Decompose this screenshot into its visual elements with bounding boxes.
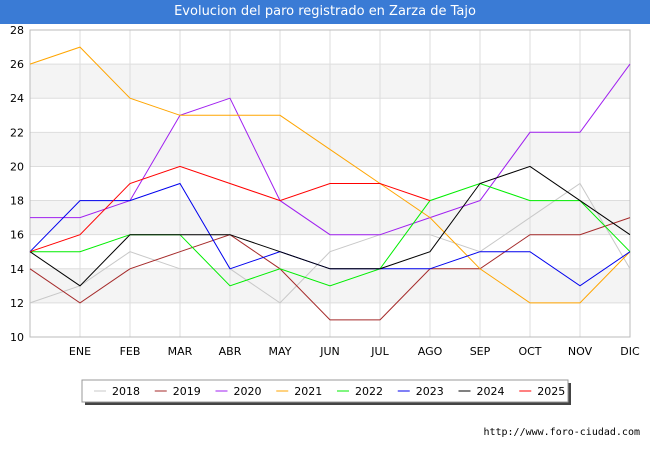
series-line-2018 bbox=[29, 182, 631, 304]
y-tick-label: 20 bbox=[10, 160, 24, 173]
x-tick-label: JUL bbox=[370, 345, 389, 358]
legend-label: 2025 bbox=[537, 385, 565, 398]
x-tick-label: OCT bbox=[518, 345, 541, 358]
y-tick-label: 24 bbox=[10, 92, 24, 105]
legend-label: 2023 bbox=[416, 385, 444, 398]
series-line-2024 bbox=[29, 165, 631, 287]
legend-label: 2024 bbox=[477, 385, 505, 398]
x-axis-ticks: ENE FEB MAR ABR MAY JUN JUL AGO SEP OCT NOV DIC bbox=[69, 345, 640, 358]
x-tick-label: AGO bbox=[418, 345, 443, 358]
y-tick-label: 16 bbox=[10, 229, 24, 242]
y-tick-label: 14 bbox=[10, 263, 24, 276]
x-tick-label: FEB bbox=[120, 345, 141, 358]
legend-label: 2021 bbox=[294, 385, 322, 398]
y-tick-label: 12 bbox=[10, 297, 24, 310]
x-tick-label: JUN bbox=[319, 345, 340, 358]
x-tick-label: ABR bbox=[219, 345, 242, 358]
x-tick-label: DIC bbox=[620, 345, 640, 358]
y-tick-label: 26 bbox=[10, 58, 24, 71]
series-line-2025 bbox=[29, 165, 431, 253]
x-tick-label: MAY bbox=[269, 345, 292, 358]
series-line-2021 bbox=[29, 46, 631, 304]
legend-label: 2022 bbox=[355, 385, 383, 398]
series-lines bbox=[29, 46, 631, 321]
legend: 2018 2019 2020 2021 2022 2023 2024 2025 bbox=[81, 379, 571, 405]
y-axis-ticks: 10 12 14 16 18 20 22 24 26 28 bbox=[10, 24, 24, 344]
legend-box bbox=[81, 379, 569, 403]
source-url: http://www.foro-ciudad.com bbox=[483, 427, 640, 438]
x-tick-label: SEP bbox=[470, 345, 491, 358]
chart-title: Evolucion del paro registrado en Zarza d… bbox=[0, 0, 650, 24]
legend-label: 2019 bbox=[173, 385, 201, 398]
y-tick-label: 18 bbox=[10, 195, 24, 208]
legend-label: 2018 bbox=[112, 385, 140, 398]
x-tick-label: MAR bbox=[168, 345, 193, 358]
y-tick-label: 28 bbox=[10, 24, 24, 37]
legend-label: 2020 bbox=[234, 385, 262, 398]
x-tick-label: NOV bbox=[568, 345, 593, 358]
series-line-2019 bbox=[29, 217, 631, 321]
y-tick-label: 10 bbox=[10, 331, 24, 344]
x-tick-label: ENE bbox=[69, 345, 91, 358]
plot-border bbox=[29, 29, 631, 338]
y-tick-label: 22 bbox=[10, 126, 24, 139]
